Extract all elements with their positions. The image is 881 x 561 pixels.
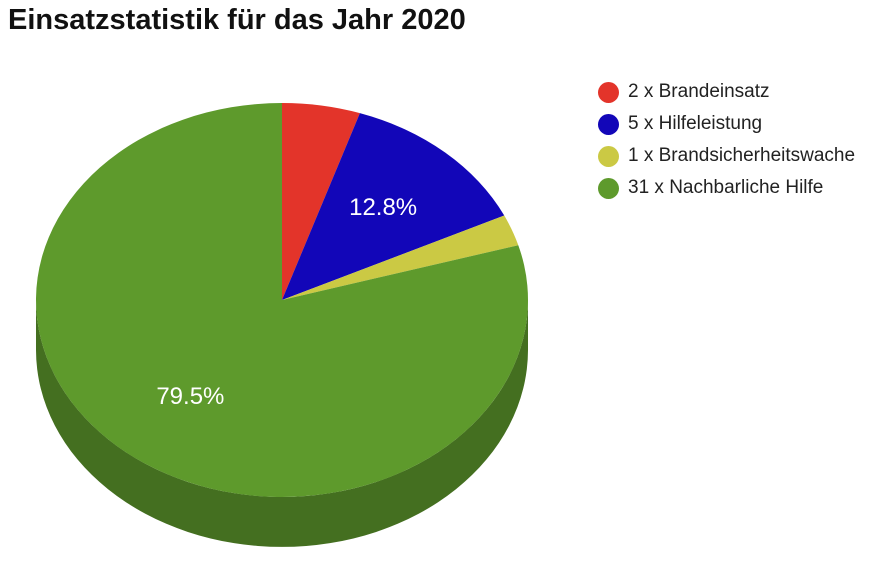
legend-swatch	[598, 81, 619, 103]
legend-item-5-x-hilfeleistung[interactable]: 5 x Hilfeleistung	[598, 108, 855, 140]
legend-swatch	[598, 113, 619, 135]
pie-label-31-x-nachbarliche-hilfe: 79.5%	[156, 383, 224, 410]
pie-slices	[36, 103, 528, 498]
legend-swatch	[598, 145, 619, 167]
pie-slice-5-x-hilfeleistung[interactable]	[282, 113, 505, 300]
legend-label: 2 x Brandeinsatz	[628, 81, 770, 102]
pie-labels: 12.8% 79.5%	[156, 194, 417, 410]
pie-side-31-x-nachbarliche-hilfe	[36, 300, 528, 547]
pie-slice-1-x-brandsicherheitswache[interactable]	[282, 215, 519, 300]
legend-item-2-x-brandeinsatz[interactable]: 2 x Brandeinsatz	[598, 76, 855, 108]
legend-label: 1 x Brandsicherheitswache	[628, 145, 856, 166]
legend-label: 5 x Hilfeleistung	[628, 113, 763, 134]
chart-title: Einsatzstatistik für das Jahr 2020	[8, 4, 466, 36]
legend-item-1-x-brandsicherheitswache[interactable]: 1 x Brandsicherheitswache	[598, 140, 855, 172]
legend-item-31-x-nachbarliche-hilfe[interactable]: 31 x Nachbarliche Hilfe	[598, 172, 855, 204]
pie-slice-31-x-nachbarliche-hilfe[interactable]	[36, 103, 528, 498]
legend-swatch	[598, 177, 619, 199]
pie-slice-2-x-brandeinsatz[interactable]	[282, 103, 360, 300]
pie-depth	[36, 300, 528, 547]
pie-label-5-x-hilfeleistung: 12.8%	[349, 194, 417, 221]
legend-label: 31 x Nachbarliche Hilfe	[628, 177, 824, 198]
legend: 2 x Brandeinsatz 5 x Hilfeleistung 1 x Bra…	[598, 76, 855, 204]
